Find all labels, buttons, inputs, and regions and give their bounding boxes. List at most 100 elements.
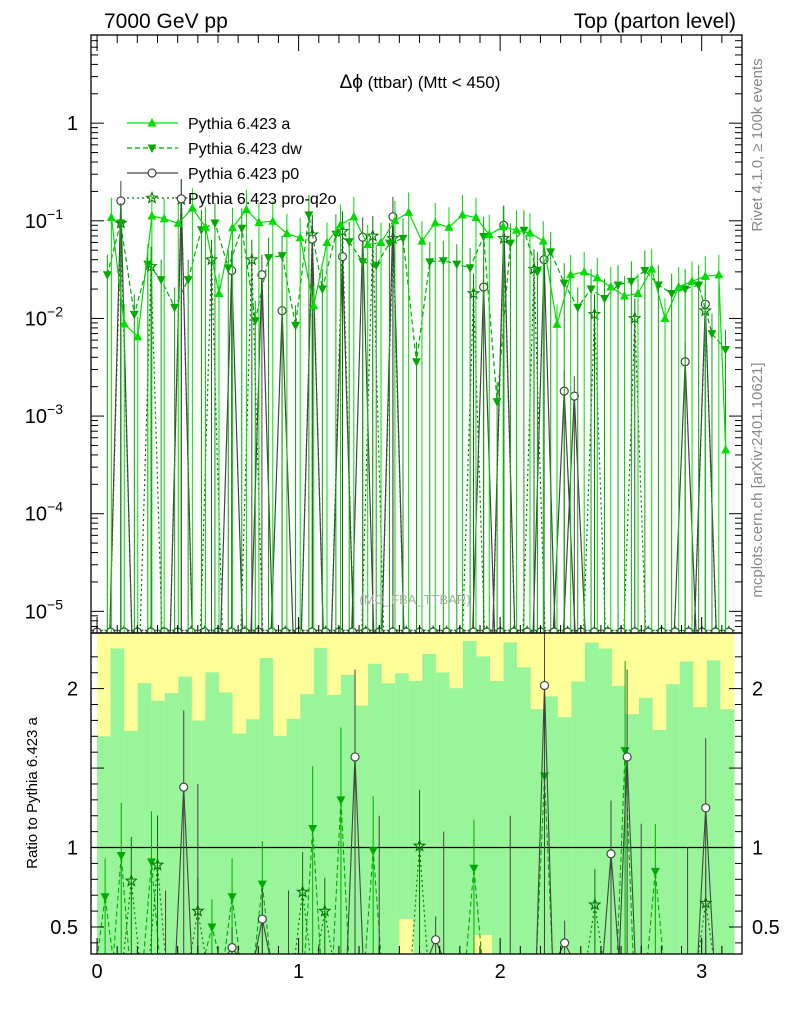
zero-point [509,627,519,633]
data-point [358,258,368,267]
data-point [552,319,562,328]
ratio-point [308,824,318,834]
data-point [579,266,589,276]
data-point [106,212,116,222]
ratio-band-green [557,717,572,954]
watermark: (MC_FBA_TTBAR) [359,592,470,607]
data-point [264,254,274,263]
series-a [106,188,731,633]
data-point [322,237,332,246]
ratio-band-green [693,707,708,954]
data-point [257,270,267,280]
ratio-point [560,938,570,948]
legend-marker [147,144,157,153]
data-point [592,272,602,282]
ratio-band-green [219,692,234,954]
data-point [613,281,623,291]
ratio-tick-label-right: 2 [752,679,763,701]
data-point [505,239,515,249]
data-point [606,281,616,291]
data-point [667,290,677,299]
data-point [647,264,657,273]
data-point [444,222,454,231]
zero-point [724,627,734,633]
data-point [619,290,629,300]
y-tick-label: 10−5 [25,596,63,623]
data-point [102,271,112,280]
data-point [245,252,259,266]
legend-item: Pythia 6.423 p0 [127,166,299,183]
zero-point [683,627,694,633]
data-point [223,264,233,273]
data-point [511,225,521,234]
data-point [304,211,314,220]
data-point [626,277,636,287]
ratio-ylabel: Ratio to Pythia 6.423 a [24,716,41,868]
data-point [173,218,183,227]
data-point [250,317,260,326]
data-point [349,211,359,221]
ratio-point [227,893,237,902]
ratio-band-green [313,647,328,954]
ratio-tick-label: 0.5 [50,917,78,939]
data-point [700,271,710,280]
data-point [680,285,690,295]
data-point [336,219,346,229]
data-point [532,268,542,277]
data-point [176,194,186,204]
ratio-point [336,796,346,805]
ratio-point [150,857,165,871]
data-point [376,237,386,246]
ratio-band-green [286,718,301,954]
ratio-tick-label-right: 0.5 [752,917,780,939]
zero-point [146,627,156,633]
data-point [640,266,650,276]
data-point [484,229,494,239]
data-point [425,258,435,267]
data-point [412,358,421,367]
ratio-series-p0 [175,633,715,954]
legend: Pythia 6.423 a Pythia 6.423 dw Pythia 6.42… [127,116,337,208]
legend-label: Pythia 6.423 p0 [188,166,299,183]
data-point [498,221,508,231]
chart-title: Δϕ (ttbar) (Mtt < 450) [340,72,501,93]
ratio-band-green [706,660,721,954]
zero-point [199,627,210,633]
ratio-point [650,867,660,877]
tick-base: 10 [25,504,47,526]
ratio-point [295,884,310,898]
ratio-point [227,943,237,953]
legend-item: Pythia 6.423 dw [127,141,302,158]
data-point [143,260,153,270]
zero-point [186,627,196,633]
ratio-band-green [530,709,545,954]
zero-point [549,627,559,633]
data-point [371,261,381,271]
legend-label: Pythia 6.423 dw [188,141,302,158]
data-point [337,251,348,262]
data-point [633,288,643,298]
data-point [390,215,400,225]
data-point [295,232,305,242]
data-point [452,260,462,270]
data-point [309,300,319,310]
ratio-point [606,849,616,859]
ratio-band-green [652,730,667,954]
data-point [465,264,475,273]
data-point [492,398,502,407]
data-point [660,313,670,322]
x-tick-label: 3 [696,961,707,983]
title-symbol: Δϕ [340,72,363,93]
data-point [466,286,481,300]
data-point [268,216,278,225]
ratio-point [368,847,378,856]
x-tick-label: 1 [293,961,304,983]
data-point [344,238,354,247]
zero-point [522,627,532,633]
ratio-band-green [476,656,491,954]
data-point [331,230,341,240]
ratio-band-green [490,681,505,954]
series-p0 [92,178,734,633]
tick-base: 10 [25,406,47,428]
